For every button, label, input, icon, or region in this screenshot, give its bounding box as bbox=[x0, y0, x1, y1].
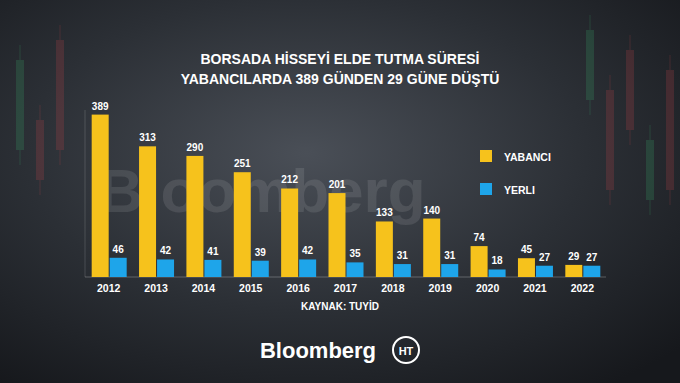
y-axis-line bbox=[85, 110, 86, 277]
bar bbox=[423, 219, 440, 277]
x-tick-label: 2017 bbox=[334, 282, 358, 294]
data-labels: 389 46 313 42 290 41 251 39 212 42 201 35 133 31 140 31… bbox=[92, 101, 598, 267]
bar bbox=[110, 258, 127, 277]
decoration-candle bbox=[666, 70, 674, 190]
data-label: 140 bbox=[423, 205, 440, 216]
data-label: 74 bbox=[474, 232, 486, 243]
legend-label: YABANCI bbox=[504, 151, 551, 163]
logo: HT bbox=[393, 337, 419, 363]
bar bbox=[204, 260, 221, 277]
title: BORSADA HİSSEYİ ELDE TUTMA SÜRESİ bbox=[201, 51, 480, 67]
data-label: 29 bbox=[568, 251, 580, 262]
data-label: 45 bbox=[521, 244, 533, 255]
legend-swatch bbox=[480, 150, 492, 162]
data-label: 290 bbox=[187, 142, 204, 153]
page: {"chart_data": {"type": "bar", "title": … bbox=[0, 0, 680, 383]
decoration-candle bbox=[16, 60, 24, 150]
decoration-candle bbox=[646, 140, 654, 200]
data-label: 18 bbox=[492, 255, 504, 266]
logo-text: HT bbox=[399, 345, 414, 357]
bar bbox=[394, 264, 411, 277]
x-tick-label: 2016 bbox=[286, 282, 310, 294]
legend-label: YERLI bbox=[504, 184, 535, 196]
bar bbox=[299, 259, 316, 277]
bar bbox=[565, 265, 582, 277]
bar bbox=[186, 156, 203, 277]
data-label: 212 bbox=[281, 174, 298, 185]
logo-ring bbox=[393, 337, 419, 363]
decoration-candle bbox=[626, 50, 634, 130]
bar bbox=[347, 262, 364, 277]
x-tick-label: 2015 bbox=[239, 282, 263, 294]
bar bbox=[518, 258, 535, 277]
x-tick-label: 2021 bbox=[523, 282, 547, 294]
data-label: 42 bbox=[160, 245, 172, 256]
brand: Bloomberg bbox=[260, 338, 376, 363]
decoration-candle bbox=[586, 30, 594, 100]
bar bbox=[441, 264, 458, 277]
legend-swatch bbox=[480, 183, 492, 195]
bar bbox=[157, 259, 174, 277]
x-tick-label: 2020 bbox=[476, 282, 500, 294]
data-label: 133 bbox=[376, 207, 393, 218]
bar bbox=[376, 221, 393, 277]
bar bbox=[489, 269, 506, 277]
bar bbox=[234, 172, 251, 277]
data-label: 201 bbox=[329, 179, 346, 190]
bar bbox=[252, 261, 269, 277]
x-tick-label: 2012 bbox=[97, 282, 121, 294]
bar bbox=[92, 115, 109, 277]
bar bbox=[329, 193, 346, 277]
data-label: 27 bbox=[586, 252, 598, 263]
data-label: 35 bbox=[349, 248, 361, 259]
data-label: 313 bbox=[139, 132, 156, 143]
x-tick-label: 2019 bbox=[429, 282, 453, 294]
x-tick-label: 2014 bbox=[192, 282, 216, 294]
decoration-candle bbox=[606, 90, 614, 190]
subtitle: YABANCILARDA 389 GÜNDEN 29 GÜNE DÜŞTÜ bbox=[181, 71, 500, 87]
data-label: 389 bbox=[92, 101, 109, 112]
data-label: 46 bbox=[113, 244, 125, 255]
bars bbox=[92, 115, 601, 277]
x-tick-label: 2018 bbox=[381, 282, 405, 294]
data-label: 42 bbox=[302, 245, 314, 256]
data-label: 31 bbox=[444, 250, 456, 261]
x-tick-label: 2022 bbox=[571, 282, 595, 294]
data-label: 39 bbox=[255, 247, 267, 258]
bar bbox=[583, 266, 600, 277]
x-tick-label: 2013 bbox=[144, 282, 168, 294]
legend: YABANCI YERLI bbox=[480, 150, 551, 196]
background bbox=[0, 0, 680, 383]
source: KAYNAK: TUYİD bbox=[301, 300, 379, 312]
data-label: 27 bbox=[539, 252, 551, 263]
chart: Bloomberg BORSADA HİSSEYİ ELDE TUTMA SÜRE… bbox=[0, 0, 680, 383]
data-label: 41 bbox=[207, 246, 219, 257]
data-label: 251 bbox=[234, 158, 251, 169]
bar bbox=[536, 266, 553, 277]
bar bbox=[139, 146, 156, 277]
decoration-candle bbox=[56, 40, 64, 150]
bar bbox=[281, 188, 298, 277]
data-label: 31 bbox=[397, 250, 409, 261]
decoration-candle bbox=[36, 120, 44, 180]
bar bbox=[471, 246, 488, 277]
